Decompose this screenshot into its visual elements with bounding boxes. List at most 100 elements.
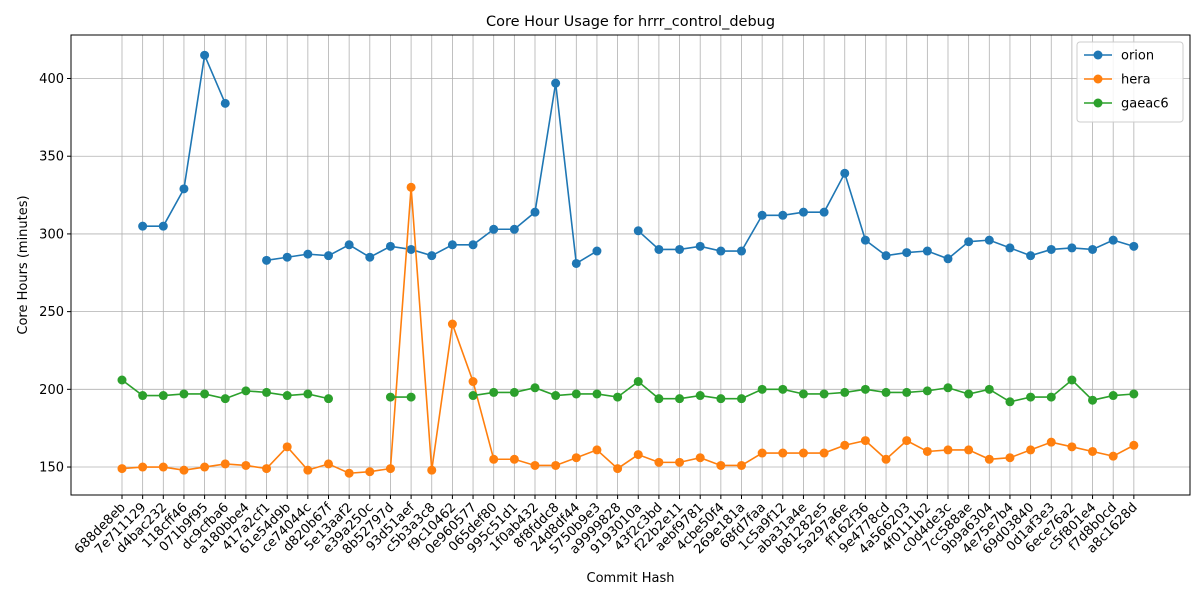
data-point-hera (1005, 453, 1015, 463)
data-point-gaeac6 (695, 391, 705, 401)
data-point-orion (716, 246, 726, 256)
data-point-orion (427, 251, 437, 261)
data-point-orion (1067, 243, 1077, 253)
legend: orion hera gaeac6 (1076, 41, 1184, 123)
data-point-orion (303, 249, 313, 259)
data-point-hera (819, 448, 829, 458)
data-point-gaeac6 (385, 392, 395, 402)
data-point-gaeac6 (530, 383, 540, 393)
data-point-orion (158, 221, 168, 231)
y-tick-label: 150 (39, 461, 64, 476)
data-point-gaeac6 (1046, 392, 1056, 402)
data-point-hera (592, 445, 602, 455)
data-point-gaeac6 (675, 394, 685, 404)
data-point-gaeac6 (757, 384, 767, 394)
data-point-orion (860, 235, 870, 245)
data-point-hera (654, 457, 664, 467)
data-point-orion (592, 246, 602, 256)
data-point-hera (860, 436, 870, 446)
data-point-gaeac6 (737, 394, 746, 404)
data-point-gaeac6 (840, 387, 850, 397)
data-point-hera (778, 448, 788, 458)
data-point-gaeac6 (1129, 389, 1139, 399)
series-gaeac6 (117, 375, 1139, 407)
data-point-orion (943, 254, 953, 264)
data-point-hera (324, 459, 333, 469)
data-point-gaeac6 (262, 387, 272, 397)
data-point-gaeac6 (654, 394, 664, 404)
data-point-hera (241, 460, 251, 470)
data-point-hera (468, 377, 478, 387)
data-point-hera (447, 319, 457, 329)
data-point-hera (840, 440, 850, 450)
data-point-hera (571, 453, 581, 463)
data-point-orion (1129, 241, 1139, 251)
data-point-gaeac6 (468, 391, 478, 401)
data-point-gaeac6 (613, 392, 623, 402)
data-point-hera (695, 453, 705, 463)
data-point-gaeac6 (778, 384, 788, 394)
data-point-gaeac6 (158, 391, 168, 401)
data-point-orion (489, 224, 499, 234)
data-point-gaeac6 (1067, 375, 1077, 385)
data-point-orion (1005, 243, 1015, 253)
data-point-orion (881, 251, 891, 261)
legend-label-orion: orion (1121, 49, 1154, 64)
data-point-gaeac6 (592, 389, 602, 399)
data-point-gaeac6 (984, 384, 994, 394)
data-point-orion (695, 241, 705, 251)
data-point-orion (902, 248, 912, 258)
data-point-hera (1129, 440, 1139, 450)
data-point-hera (902, 436, 912, 446)
data-point-gaeac6 (922, 386, 932, 396)
legend-marker-orion (1093, 50, 1103, 60)
data-point-orion (1046, 244, 1056, 254)
series-layer (117, 50, 1139, 478)
data-point-hera (427, 465, 437, 475)
data-point-hera (798, 448, 808, 458)
data-point-hera (633, 450, 643, 460)
grid-lines (71, 35, 1190, 495)
data-point-gaeac6 (489, 387, 499, 397)
data-point-gaeac6 (241, 386, 251, 396)
data-point-orion (324, 251, 333, 261)
data-point-gaeac6 (509, 387, 519, 397)
data-point-orion (282, 252, 292, 262)
data-point-gaeac6 (798, 389, 808, 399)
legend-box (1076, 41, 1184, 123)
data-point-orion (468, 240, 478, 250)
data-point-orion (179, 184, 189, 194)
data-point-orion (984, 235, 994, 245)
y-tick-label: 350 (39, 150, 64, 165)
data-point-orion (819, 207, 829, 217)
data-point-orion (922, 246, 932, 256)
data-point-gaeac6 (220, 394, 230, 404)
series-hera (117, 182, 1139, 478)
data-point-gaeac6 (324, 394, 333, 404)
data-point-hera (406, 182, 416, 192)
data-point-hera (1067, 442, 1077, 452)
data-point-gaeac6 (200, 389, 210, 399)
data-point-gaeac6 (1108, 391, 1118, 401)
data-point-orion (778, 210, 788, 220)
data-point-orion (737, 246, 746, 256)
data-point-hera (1108, 451, 1118, 461)
data-point-orion (654, 244, 664, 254)
data-point-orion (551, 78, 561, 88)
data-point-orion (571, 258, 581, 268)
data-point-hera (282, 442, 292, 452)
data-point-gaeac6 (179, 389, 189, 399)
data-point-hera (365, 467, 375, 477)
data-point-gaeac6 (943, 383, 953, 393)
data-point-orion (675, 244, 685, 254)
data-point-orion (385, 241, 395, 251)
data-point-hera (881, 454, 891, 464)
data-point-hera (757, 448, 767, 458)
data-point-orion (798, 207, 808, 217)
data-point-gaeac6 (282, 391, 292, 401)
data-point-gaeac6 (117, 375, 127, 385)
data-point-orion (757, 210, 767, 220)
data-point-hera (964, 445, 974, 455)
